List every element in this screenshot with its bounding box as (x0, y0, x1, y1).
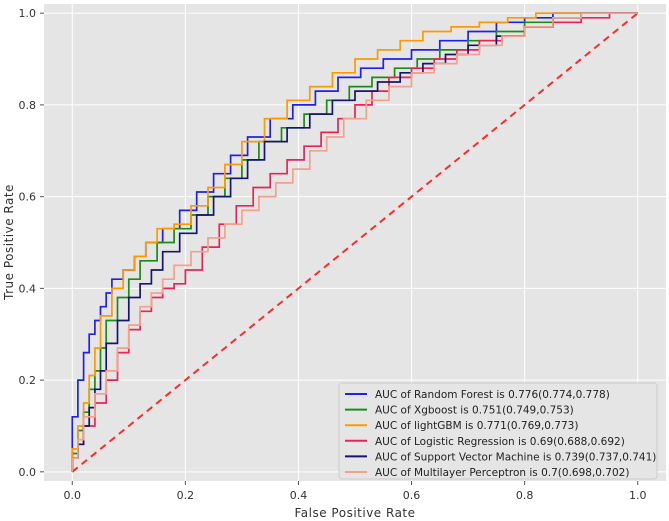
x-tick-label: 0.2 (177, 489, 195, 502)
legend: AUC of Random Forest is 0.776(0.774,0.77… (338, 382, 658, 480)
x-tick-label: 0.4 (290, 489, 308, 502)
legend-entry-label: AUC of Xgboost is 0.751(0.749,0.753) (375, 405, 574, 417)
legend-entry-label: AUC of lightGBM is 0.771(0.769,0.773) (375, 420, 578, 432)
chance-diagonal-line (71, 12, 639, 473)
y-tick-label: 0.0 (19, 466, 37, 479)
y-tick-label: 0.6 (19, 191, 37, 204)
legend-entry-label: AUC of Multilayer Perceptron is 0.7(0.69… (375, 467, 629, 479)
roc-curve-series-0 (71, 12, 638, 472)
y-axis-label: True Positive Rate (2, 184, 16, 301)
legend-entry-label: AUC of Logistic Regression is 0.69(0.688… (375, 436, 625, 448)
legend-entry-label: AUC of Random Forest is 0.776(0.774,0.77… (375, 389, 610, 401)
x-tick-label: 0.0 (64, 489, 82, 502)
y-tick-label: 1.0 (19, 7, 37, 20)
legend-entry-label: AUC of Support Vector Machine is 0.739(0… (375, 451, 656, 463)
y-tick-label: 0.2 (19, 374, 37, 387)
x-axis-label: False Positive Rate (294, 506, 415, 520)
roc-curve-series-4 (71, 12, 638, 472)
y-tick-label: 0.4 (19, 282, 37, 295)
series-layer (71, 12, 639, 473)
x-tick-label: 1.0 (629, 489, 647, 502)
axis-ticks: 0.0 0.2 0.4 0.6 0.8 1.0 0.0 0.2 0.4 0.6 0.8 1.0 (19, 7, 647, 502)
x-tick-label: 0.6 (403, 489, 421, 502)
roc-curve-series-2 (71, 12, 638, 472)
roc-curve-series-1 (71, 12, 638, 472)
y-tick-label: 0.8 (19, 99, 37, 112)
legend-box (338, 382, 658, 480)
x-tick-label: 0.8 (516, 489, 534, 502)
roc-curve-series-5 (71, 12, 638, 472)
